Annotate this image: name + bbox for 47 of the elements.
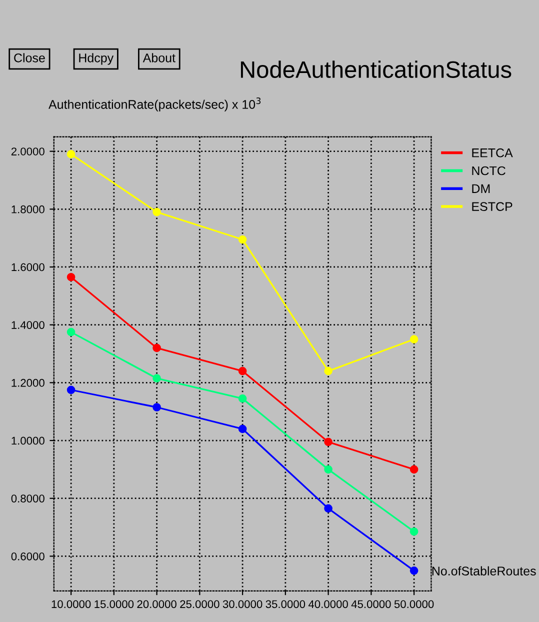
y-tick-label: 0.6000 bbox=[11, 552, 44, 560]
y-axis-title: AuthenticationRate(packets/sec) x 10$^{3}$ bbox=[48, 97, 261, 112]
point bbox=[238, 366, 247, 376]
point bbox=[410, 527, 418, 536]
x-tick-label: 25.0000 bbox=[180, 600, 220, 608]
point bbox=[324, 504, 332, 513]
point bbox=[324, 438, 332, 446]
y-tick-label: 1.4000 bbox=[12, 321, 44, 329]
point bbox=[66, 150, 76, 158]
x-tick-label: 15.0000 bbox=[94, 600, 134, 608]
point bbox=[410, 465, 418, 474]
x-tick-label: 10.0000 bbox=[52, 600, 91, 608]
point bbox=[324, 465, 332, 474]
legend-label: NCTC bbox=[472, 166, 506, 176]
x-tick-label: 50.0000 bbox=[394, 600, 434, 608]
y-tick-label: 1.0000 bbox=[12, 436, 44, 445]
legend-label: ESTCP bbox=[472, 202, 512, 211]
x-tick-label: 30.0000 bbox=[222, 600, 262, 608]
point bbox=[66, 272, 76, 282]
legend-label: DM bbox=[472, 184, 490, 193]
y-tick-label: 1.6000 bbox=[12, 263, 44, 272]
y-tick-label: 2.0000 bbox=[11, 148, 44, 156]
y-tick-label: 0.8000 bbox=[11, 494, 44, 502]
y-tick-label: 1.2000 bbox=[12, 378, 44, 387]
x-tick-label: 45.0000 bbox=[351, 600, 391, 608]
x-tick-label: 20.0000 bbox=[137, 600, 176, 608]
point bbox=[152, 374, 161, 382]
point bbox=[238, 235, 247, 244]
y-tick-label: 1.8000 bbox=[12, 205, 44, 214]
text: Close bbox=[14, 53, 45, 62]
point bbox=[238, 424, 247, 434]
point bbox=[410, 566, 418, 575]
point bbox=[66, 386, 76, 394]
legend-label: EETCA bbox=[472, 148, 513, 158]
x-axis-title: No.ofStableRoutes bbox=[432, 566, 536, 576]
point bbox=[152, 403, 161, 412]
point bbox=[66, 328, 76, 336]
point bbox=[152, 208, 161, 216]
text: About bbox=[142, 53, 176, 62]
chart-title: NodeAuthenticationStatus bbox=[240, 60, 512, 78]
point bbox=[238, 394, 247, 403]
point bbox=[152, 344, 161, 352]
text: Hdcpy bbox=[79, 53, 114, 65]
x-tick-label: 40.0000 bbox=[308, 600, 348, 608]
point bbox=[324, 366, 332, 376]
point bbox=[410, 335, 418, 344]
x-tick-label: 35.0000 bbox=[266, 600, 306, 608]
